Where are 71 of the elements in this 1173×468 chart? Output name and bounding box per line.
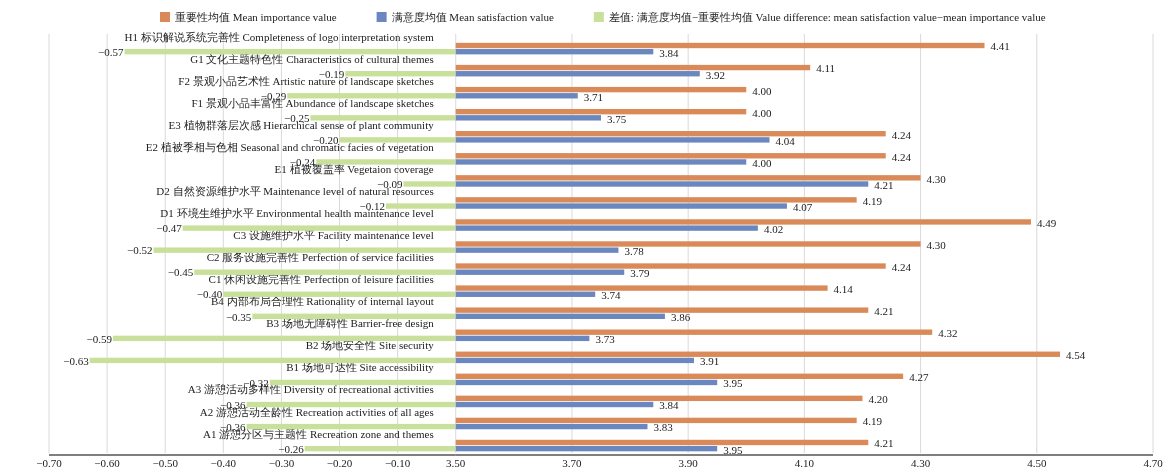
x-tick-label: −0.30 (268, 457, 295, 468)
data-label: −0.47 (156, 222, 183, 235)
data-label: −0.45 (167, 266, 194, 279)
data-label: −0.63 (63, 354, 90, 367)
y-tick-label: H1 标识解说系统完善性 Completeness of logo interpretation system (124, 30, 435, 43)
data-label: 4.21 (874, 178, 894, 191)
data-label: −0.59 (86, 332, 113, 345)
data-label: 4.24 (891, 260, 912, 273)
y-tick-label: G1 文化主题特色性 Characteristics of cultural themes (190, 52, 434, 65)
data-label: 4.19 (862, 415, 883, 428)
data-label: 3.73 (595, 333, 616, 346)
x-tick-label: −0.70 (36, 457, 63, 468)
data-label: −0.57 (98, 45, 125, 58)
x-tick-label: 4.50 (1027, 457, 1047, 468)
legend: 满意度均值 Mean satisfaction value (376, 11, 554, 23)
data-label: 3.83 (653, 421, 674, 434)
data-label: 3.78 (624, 245, 645, 258)
data-label: 4.41 (990, 40, 1010, 53)
x-tick-label: 3.50 (446, 457, 466, 468)
data-label: 4.49 (1036, 216, 1057, 229)
data-label: 4.30 (926, 172, 947, 185)
data-label: −0.35 (225, 310, 252, 323)
data-label: 4.07 (792, 200, 813, 213)
data-label: 4.21 (874, 437, 894, 450)
data-label: 4.11 (816, 62, 836, 75)
x-tick-label: −0.50 (152, 457, 179, 468)
data-label: 4.00 (752, 84, 773, 97)
x-tick-label: 4.30 (910, 457, 931, 468)
y-tick-label: C1 休闲设施完善性 Perfection of leisure facilities (208, 273, 434, 286)
data-label: 4.14 (833, 282, 854, 295)
data-label: 3.84 (659, 46, 680, 59)
data-label: 3.95 (723, 443, 743, 456)
data-label: 3.84 (659, 399, 680, 412)
x-tick-label: 3.90 (678, 457, 699, 468)
y-tick-label: C2 服务设施完善性 Perfection of service facilities (206, 251, 434, 264)
data-label: 4.04 (775, 134, 796, 147)
data-label: 3.91 (699, 355, 720, 368)
data-label: −0.26 (278, 442, 305, 455)
data-label: 4.30 (926, 238, 947, 251)
data-label: 4.32 (938, 327, 958, 340)
data-label: 4.24 (891, 128, 912, 141)
data-label: 4.00 (752, 106, 773, 119)
x-tick-label: 4.10 (794, 457, 815, 468)
x-tick-label: −0.60 (94, 457, 121, 468)
data-label: 4.20 (868, 393, 889, 406)
x-tick-label: −0.10 (384, 457, 411, 468)
data-label: 4.27 (909, 371, 929, 384)
legend: 重要性均值 Mean importance value (160, 11, 337, 23)
x-tick-label: 4.70 (1143, 457, 1164, 468)
data-label: −0.19 (318, 67, 345, 80)
data-label: 4.02 (763, 223, 784, 235)
y-tick-label: B2 场地安全性 Site security (305, 339, 435, 352)
data-label: 3.75 (607, 112, 627, 125)
x-tick-label: 3.70 (562, 457, 583, 468)
x-tick-label: −0.20 (326, 457, 353, 468)
y-tick-label: B1 场地可达性 Site accessibility (286, 361, 435, 374)
data-label: 3.86 (670, 311, 691, 324)
data-label: 4.21 (874, 305, 894, 318)
data-label: 4.19 (862, 194, 883, 207)
data-label: 3.79 (630, 267, 650, 280)
data-label: 3.71 (583, 90, 604, 103)
data-label: 4.00 (752, 156, 773, 169)
x-tick-label: −0.40 (210, 457, 237, 468)
legend: 差值: 满意度均值−重要性均值 Value difference: mean satisfaction value−mean importance value (593, 11, 1046, 23)
data-label: 3.74 (601, 289, 621, 302)
data-label: 4.54 (1066, 349, 1086, 362)
y-tick-label: C3 设施维护水平 Facility maintenance level (233, 229, 434, 242)
data-label: −0.52 (127, 244, 153, 257)
data-label: 4.24 (891, 150, 912, 163)
data-label: 3.95 (723, 377, 743, 390)
data-label: 3.92 (705, 68, 726, 81)
